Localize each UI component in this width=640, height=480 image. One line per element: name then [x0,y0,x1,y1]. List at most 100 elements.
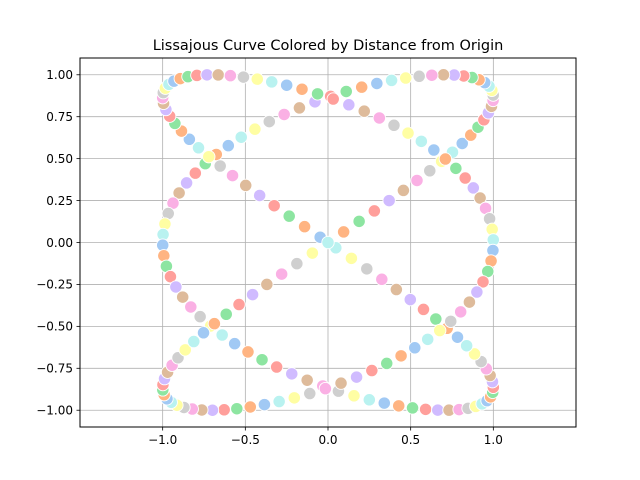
data-point [243,400,257,414]
data-point [336,225,351,239]
x-tick-label: −0.5 [231,433,260,447]
data-point [187,334,201,349]
y-tick-label: 0.00 [46,236,73,250]
data-point [421,332,435,347]
data-point [248,122,262,136]
data-point [297,219,312,234]
data-point [228,336,242,351]
data-point [267,199,281,213]
data-point [444,314,458,328]
data-point [389,282,404,297]
data-point [349,370,364,384]
y-tick-label: −0.25 [36,278,73,292]
data-point [292,101,307,115]
data-point [462,295,477,309]
data-point [285,367,299,381]
data-point [380,356,394,371]
data-point [392,399,406,413]
data-point [211,68,225,82]
data-point [265,75,279,89]
y-tick-label: 0.75 [46,110,73,124]
data-point [300,373,314,387]
data-point [274,267,289,281]
data-point [163,270,178,284]
data-point [458,171,472,185]
x-tick-label: 0.5 [401,433,420,447]
data-point [427,143,441,157]
data-point [433,323,447,338]
y-tick-label: 1.00 [46,68,73,82]
data-point [347,389,361,403]
data-point [225,168,240,183]
data-point [305,246,320,260]
data-point [403,292,417,307]
data-point [367,204,381,218]
data-point [416,302,431,317]
data-point [365,363,379,378]
data-point [310,87,325,101]
data-point [217,403,231,417]
data-point [418,402,433,416]
data-point [357,104,371,118]
data-point [232,297,246,312]
data-point [414,134,428,149]
data-point [250,72,264,86]
chart-title: Lissajous Curve Colored by Distance from… [153,38,504,54]
data-point [467,347,482,361]
data-point [318,381,333,396]
data-point [223,69,238,83]
data-point [234,130,248,144]
data-point [215,328,229,342]
data-point [184,300,198,314]
y-tick-label: −1.00 [36,404,73,418]
data-point [277,107,291,122]
data-point [280,78,294,92]
x-tick-label: 0.0 [318,433,337,447]
data-point [459,339,474,353]
y-tick-label: 0.50 [46,152,73,166]
y-tick-label: −0.75 [36,362,73,376]
data-point [169,280,183,294]
x-tick-label: 1.0 [484,433,503,447]
data-point [219,307,233,321]
data-point [372,111,386,125]
data-point [436,68,451,82]
data-point [455,136,469,151]
data-point [178,343,192,357]
data-point [466,181,480,195]
data-point [377,396,391,410]
data-point [213,159,227,173]
data-point [450,330,465,344]
data-point [429,312,443,326]
data-point [431,403,445,417]
data-point [362,393,376,407]
data-point [412,69,426,83]
data-point [339,84,353,99]
data-point [182,132,197,146]
data-point [191,141,206,155]
data-point [352,214,366,229]
data-point [230,402,244,416]
data-point [272,394,286,409]
data-point [438,152,453,166]
data-point [270,360,284,374]
data-point [179,176,194,190]
data-point [239,178,253,193]
data-point [454,305,468,319]
data-point [360,262,374,276]
data-point [257,397,272,412]
data-point [384,73,399,88]
data-point [202,150,216,164]
y-tick-label: −0.50 [36,320,73,334]
data-point [193,309,207,324]
data-points [156,68,500,417]
y-tick-label: 0.25 [46,194,73,208]
data-point [405,401,420,415]
data-point [382,193,396,208]
data-point [449,161,463,176]
data-point [188,166,202,180]
data-point [236,70,251,84]
data-point [200,68,214,82]
data-point [342,98,356,112]
data-point [282,209,296,223]
